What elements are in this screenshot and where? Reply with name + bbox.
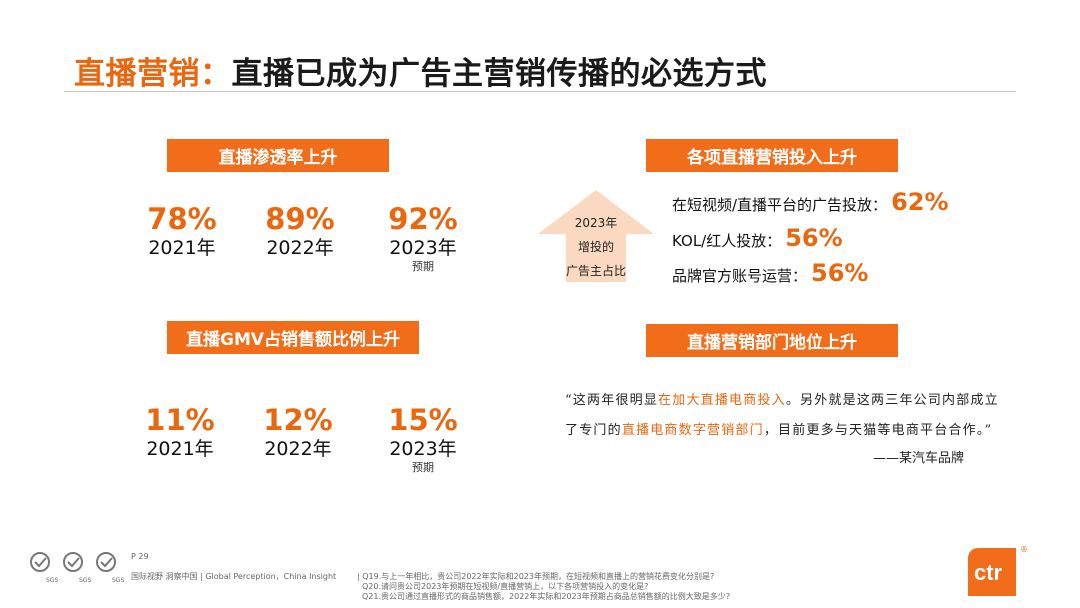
ctr-logo <box>968 548 1016 596</box>
arrow-line-2: 增投的 <box>577 240 614 254</box>
footer-question-1: | Q19.与上一年相比，贵公司2022年实际和2023年预期，在短视频和直播上… <box>357 572 715 581</box>
stat-year: 2023年 <box>389 237 457 259</box>
stat-year: 2023年 <box>389 438 457 460</box>
sgs-seal-icon <box>30 552 50 572</box>
quote-highlight: 直播电商数字营销部门 <box>621 423 764 438</box>
gmv-stat-2022: 12% 2022年 <box>243 403 353 461</box>
title-main: 直播已成为广告主营销传播的必选方式 <box>231 56 767 92</box>
investment-label: 品牌官方账号运营： <box>672 267 808 285</box>
department-banner: 直播营销部门地位上升 <box>646 324 898 357</box>
investment-item-ads: 在短视频/直播平台的广告投放： 62% <box>672 188 949 216</box>
quote-part: 。另外就是这两三年公司内部成立了专门的 <box>565 393 999 438</box>
footer-source: 国际视野 洞察中国 | Global Perception，China Insi… <box>131 572 337 581</box>
footer-question-3: Q21.贵公司通过直播形式的商品销售额，2022年实际和2023年预期占商品总销… <box>362 592 730 601</box>
stat-note: 预期 <box>412 260 434 273</box>
ctr-logo-text: ctr <box>974 560 1003 585</box>
stat-year: 2021年 <box>146 438 214 460</box>
penetration-stat-2021: 78% 2021年 <box>127 202 237 260</box>
stat-year: 2021年 <box>148 237 216 259</box>
investment-value: 62% <box>891 188 949 216</box>
investment-item-official: 品牌官方账号运营： 56% <box>672 259 868 287</box>
investment-value: 56% <box>785 224 843 252</box>
stat-percent: 12% <box>263 403 333 437</box>
investment-banner: 各项直播营销投入上升 <box>646 139 898 172</box>
sgs-label: SGS <box>46 577 59 584</box>
gmv-banner: 直播GMV占销售额比例上升 <box>167 321 419 354</box>
investment-value: 56% <box>811 259 869 287</box>
investment-label: 在短视频/直播平台的广告投放： <box>672 196 888 214</box>
stat-year: 2022年 <box>266 237 334 259</box>
penetration-stat-2023: 92% 2023年 预期 <box>368 202 478 274</box>
penetration-banner: 直播渗透率上升 <box>167 139 389 172</box>
stat-percent: 78% <box>147 202 217 236</box>
up-arrow-icon <box>538 190 654 282</box>
stat-percent: 11% <box>145 403 215 437</box>
arrow-caption: 2023年 增投的 广告主占比 <box>556 211 636 283</box>
quote-highlight: 在加大直播电商投入 <box>658 393 786 408</box>
penetration-stat-2022: 89% 2022年 <box>245 202 355 260</box>
sgs-label: SGS <box>112 577 125 584</box>
sgs-seal-icon <box>63 552 83 572</box>
quote-part: “这两年很明显 <box>565 393 659 408</box>
arrow-line-3: 广告主占比 <box>565 264 626 278</box>
registered-mark: ® <box>1020 545 1028 554</box>
sgs-seal-icon <box>96 552 116 572</box>
footer-question-2: Q20.请问贵公司2023年预期在短视频/直播营销上，以下各项营销投入的变化是? <box>362 582 649 591</box>
investment-label: KOL/红人投放： <box>672 232 782 250</box>
arrow-line-1: 2023年 <box>574 216 618 230</box>
stat-percent: 89% <box>265 202 335 236</box>
stat-percent: 92% <box>388 202 458 236</box>
sgs-label: SGS <box>79 577 92 584</box>
quote-text: “这两年很明显在加大直播电商投入。另外就是这两三年公司内部成立了专门的直播电商数… <box>565 386 1005 446</box>
stat-note: 预期 <box>412 461 434 474</box>
stat-year: 2022年 <box>264 438 332 460</box>
page-number: P 29 <box>131 552 149 561</box>
title-accent: 直播营销： <box>74 56 232 92</box>
investment-item-kol: KOL/红人投放： 56% <box>672 224 843 252</box>
page-title: 直播营销：直播已成为广告主营销传播的必选方式 <box>74 48 767 93</box>
gmv-stat-2023: 15% 2023年 预期 <box>368 403 478 475</box>
quote-part: ，目前更多与天猫等电商平台合作。” <box>763 423 993 438</box>
gmv-stat-2021: 11% 2021年 <box>125 403 235 461</box>
title-divider <box>64 91 1016 92</box>
quote-source: ——某汽车品牌 <box>873 451 965 466</box>
stat-percent: 15% <box>388 403 458 437</box>
